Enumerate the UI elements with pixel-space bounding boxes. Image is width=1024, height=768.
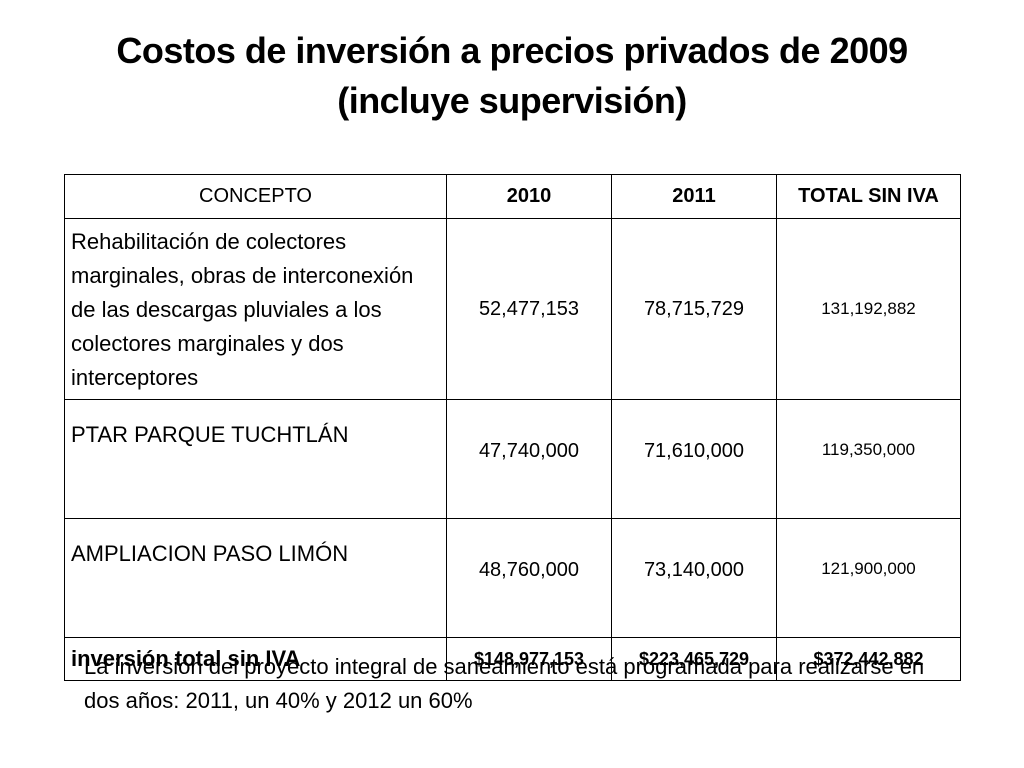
header-total-sin-iva: TOTAL SIN IVA <box>776 174 961 219</box>
row-value-total: 131,192,882 <box>776 218 961 400</box>
row-value-2011: 71,610,000 <box>611 399 777 519</box>
row-concept: AMPLIACION PASO LIMÓN <box>64 518 447 638</box>
table-row: PTAR PARQUE TUCHTLÁN 47,740,000 71,610,0… <box>64 399 961 519</box>
row-value-2011: 73,140,000 <box>611 518 777 638</box>
row-value-total: 121,900,000 <box>776 518 961 638</box>
table-row: AMPLIACION PASO LIMÓN 48,760,000 73,140,… <box>64 518 961 638</box>
total-value-sin-iva: $372,442,882 <box>776 637 961 681</box>
header-2010: 2010 <box>446 174 612 219</box>
table-total-row: inversión total sin IVA $148,977,153 $22… <box>64 637 961 681</box>
total-row-label: inversión total sin IVA <box>64 637 447 681</box>
row-value-2010: 52,477,153 <box>446 218 612 400</box>
row-value-2010: 48,760,000 <box>446 518 612 638</box>
row-value-2010: 47,740,000 <box>446 399 612 519</box>
investment-cost-table: CONCEPTO 2010 2011 TOTAL SIN IVA Rehabil… <box>64 174 961 681</box>
row-concept: Rehabilitación de colectores marginales,… <box>64 218 447 400</box>
header-2011: 2011 <box>611 174 777 219</box>
header-concepto: CONCEPTO <box>64 174 447 219</box>
table-row: Rehabilitación de colectores marginales,… <box>64 218 961 400</box>
row-concept: PTAR PARQUE TUCHTLÁN <box>64 399 447 519</box>
investment-footnote: La inversión del proyecto integral de sa… <box>84 654 925 713</box>
row-value-total: 119,350,000 <box>776 399 961 519</box>
row-value-2011: 78,715,729 <box>611 218 777 400</box>
table-header-row: CONCEPTO 2010 2011 TOTAL SIN IVA <box>64 174 961 219</box>
total-value-2010: $148,977,153 <box>446 637 612 681</box>
slide-title: Costos de inversión a precios privados d… <box>116 30 908 121</box>
